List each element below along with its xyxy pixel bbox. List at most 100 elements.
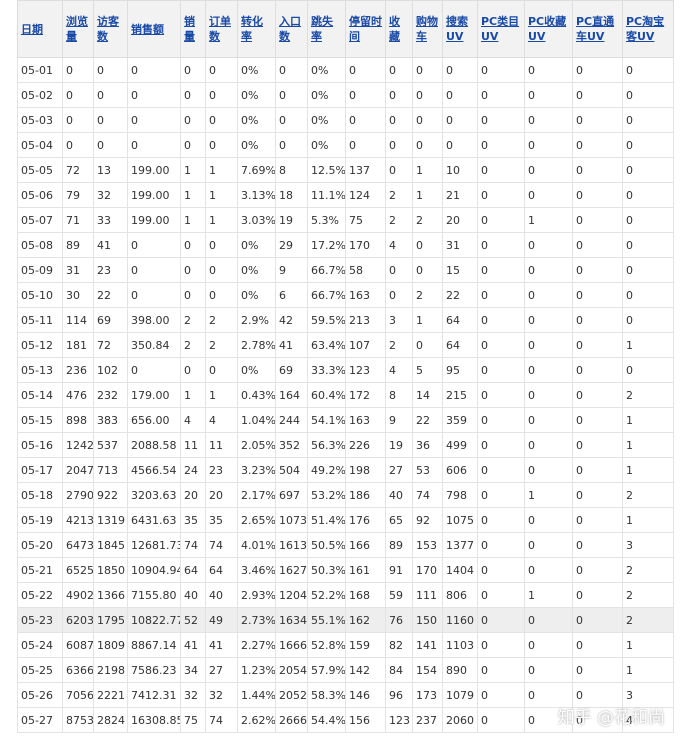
table-cell: 0 bbox=[385, 82, 413, 108]
table-cell: 0% bbox=[307, 57, 346, 83]
table-cell: 1 bbox=[205, 182, 238, 208]
table-cell: 172 bbox=[345, 382, 386, 408]
table-cell: 50.5% bbox=[307, 532, 346, 558]
table-cell: 1 bbox=[524, 482, 573, 508]
column-header[interactable]: 收藏 bbox=[385, 0, 413, 58]
column-header[interactable]: 转化率 bbox=[237, 0, 276, 58]
table-cell: 244 bbox=[275, 407, 308, 433]
table-cell: 0 bbox=[275, 82, 308, 108]
column-header[interactable]: PC类目UV bbox=[477, 0, 525, 58]
table-cell: 0 bbox=[477, 682, 525, 708]
table-row: 05-04 0 0 0 0 0 0% 0 0% 0 0 0 0 0 0 0 0 bbox=[17, 132, 674, 158]
table-cell: 0 bbox=[412, 332, 443, 358]
table-cell: 0 bbox=[477, 182, 525, 208]
table-row: 05-25 6366 2198 7586.23 34 27 1.23% 2054 57.9% 14… bbox=[17, 657, 674, 683]
table-cell: 0 bbox=[572, 532, 623, 558]
table-cell: 19 bbox=[275, 207, 308, 233]
table-cell: 0 bbox=[622, 307, 674, 333]
table-cell: 0 bbox=[524, 707, 573, 733]
column-header[interactable]: 入口数 bbox=[275, 0, 308, 58]
column-header[interactable]: 访客数 bbox=[93, 0, 128, 58]
table-cell: 2.73% bbox=[237, 607, 276, 633]
table-cell: 3 bbox=[622, 682, 674, 708]
table-cell: 0 bbox=[572, 307, 623, 333]
table-cell: 0 bbox=[442, 107, 478, 133]
table-cell: 0 bbox=[180, 257, 206, 283]
table-row: 05-14 476 232 179.00 1 1 0.43% 164 60.4% 172 8 14 21… bbox=[17, 382, 674, 408]
data-table: 日期 浏览量 访客数 销售额 销量 订单数 转化率 入口数 跳失率 停留时间 收藏 购物车 搜索UV PC… bbox=[17, 0, 674, 733]
column-header[interactable]: 浏览量 bbox=[62, 0, 94, 58]
table-cell: 352 bbox=[275, 432, 308, 458]
table-cell: 76 bbox=[385, 607, 413, 633]
table-cell: 33 bbox=[93, 207, 128, 233]
date-cell: 05-10 bbox=[17, 282, 63, 308]
table-cell: 91 bbox=[385, 557, 413, 583]
table-cell: 95 bbox=[442, 357, 478, 383]
table-cell: 64 bbox=[180, 557, 206, 583]
table-cell: 107 bbox=[345, 332, 386, 358]
table-cell: 0 bbox=[205, 57, 238, 83]
table-cell: 8753 bbox=[62, 707, 94, 733]
table-cell: 2.05% bbox=[237, 432, 276, 458]
table-cell: 3.13% bbox=[237, 182, 276, 208]
column-header[interactable]: PC收藏UV bbox=[524, 0, 573, 58]
table-cell: 1075 bbox=[442, 507, 478, 533]
table-cell: 0 bbox=[524, 232, 573, 258]
column-header[interactable]: 日期 bbox=[17, 0, 63, 58]
table-cell: 41 bbox=[205, 632, 238, 658]
table-cell: 0 bbox=[442, 57, 478, 83]
table-cell: 0 bbox=[524, 507, 573, 533]
table-cell: 2.27% bbox=[237, 632, 276, 658]
table-cell: 0 bbox=[524, 432, 573, 458]
table-cell: 17.2% bbox=[307, 232, 346, 258]
table-cell: 0 bbox=[572, 182, 623, 208]
table-cell: 161 bbox=[345, 557, 386, 583]
column-header[interactable]: 搜索UV bbox=[442, 0, 478, 58]
table-cell: 0 bbox=[572, 557, 623, 583]
table-cell: 0 bbox=[477, 607, 525, 633]
column-header[interactable]: PC淘宝客UV bbox=[622, 0, 674, 58]
table-cell: 40 bbox=[385, 482, 413, 508]
table-cell: 89 bbox=[62, 232, 94, 258]
table-cell: 154 bbox=[412, 657, 443, 683]
column-header[interactable]: 跳失率 bbox=[307, 0, 346, 58]
table-cell: 0 bbox=[524, 632, 573, 658]
column-header[interactable]: 订单数 bbox=[205, 0, 238, 58]
column-header[interactable]: 停留时间 bbox=[345, 0, 386, 58]
table-cell: 0 bbox=[572, 632, 623, 658]
date-cell: 05-23 bbox=[17, 607, 63, 633]
table-cell: 162 bbox=[345, 607, 386, 633]
table-cell: 2198 bbox=[93, 657, 128, 683]
table-row: 05-22 4902 1366 7155.80 40 40 2.93% 1204 52.2% 16… bbox=[17, 582, 674, 608]
table-cell: 0% bbox=[307, 107, 346, 133]
table-cell: 2047 bbox=[62, 457, 94, 483]
table-wrap: 日期 浏览量 访客数 销售额 销量 订单数 转化率 入口数 跳失率 停留时间 收藏 购物车 搜索UV PC… bbox=[17, 0, 674, 733]
table-cell: 0 bbox=[524, 532, 573, 558]
table-cell: 1 bbox=[622, 407, 674, 433]
column-header[interactable]: 销量 bbox=[180, 0, 206, 58]
table-cell: 49 bbox=[205, 607, 238, 633]
table-cell: 656.00 bbox=[127, 407, 181, 433]
table-cell: 2052 bbox=[275, 682, 308, 708]
date-cell: 05-01 bbox=[17, 57, 63, 83]
date-cell: 05-15 bbox=[17, 407, 63, 433]
table-cell: 65 bbox=[385, 507, 413, 533]
table-cell: 2 bbox=[385, 182, 413, 208]
table-cell: 0 bbox=[622, 357, 674, 383]
table-cell: 798 bbox=[442, 482, 478, 508]
table-cell: 22 bbox=[442, 282, 478, 308]
table-cell: 36 bbox=[412, 432, 443, 458]
table-cell: 606 bbox=[442, 457, 478, 483]
table-cell: 1366 bbox=[93, 582, 128, 608]
table-cell: 0% bbox=[237, 107, 276, 133]
table-cell: 20 bbox=[205, 482, 238, 508]
table-cell: 7056 bbox=[62, 682, 94, 708]
table-cell: 141 bbox=[412, 632, 443, 658]
table-cell: 1079 bbox=[442, 682, 478, 708]
column-header[interactable]: 购物车 bbox=[412, 0, 443, 58]
table-cell: 0 bbox=[572, 582, 623, 608]
column-header[interactable]: 销售额 bbox=[127, 0, 181, 58]
table-cell: 0% bbox=[237, 132, 276, 158]
table-cell: 890 bbox=[442, 657, 478, 683]
column-header[interactable]: PC直通车UV bbox=[572, 0, 623, 58]
